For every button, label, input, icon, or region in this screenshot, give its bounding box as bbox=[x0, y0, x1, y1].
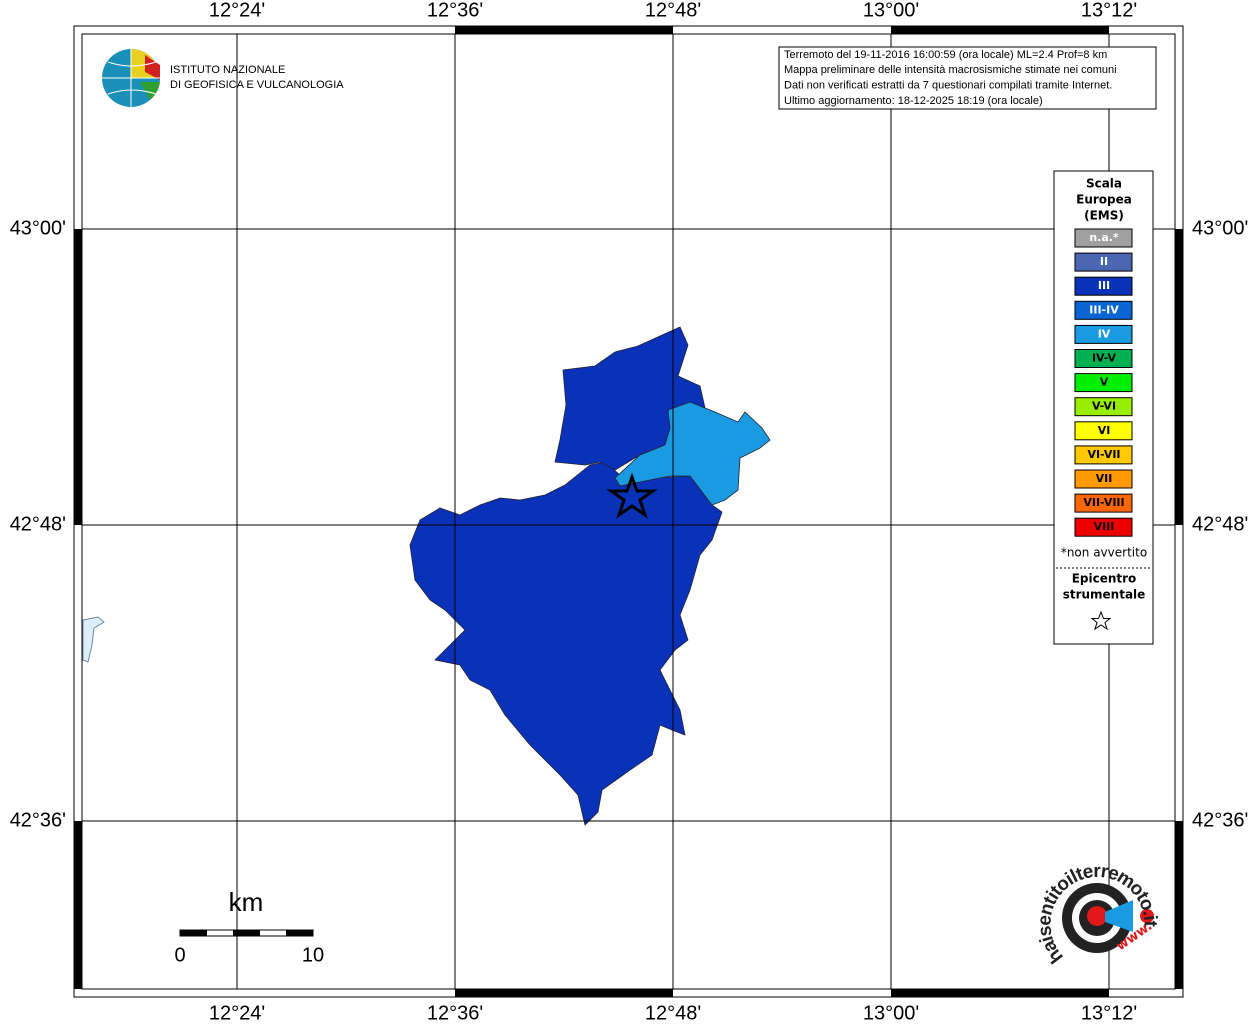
legend-title: (EMS) bbox=[1084, 209, 1124, 223]
lon-label: 12°24' bbox=[209, 0, 265, 21]
scale-segment bbox=[180, 930, 207, 936]
legend-label: IV-V bbox=[1092, 352, 1117, 365]
legend-label: III-IV bbox=[1089, 303, 1119, 316]
lon-label: 13°12' bbox=[1081, 0, 1137, 21]
lat-label: 42°36' bbox=[10, 809, 66, 831]
legend-label: VIII bbox=[1094, 520, 1115, 533]
legend-label: VI bbox=[1098, 424, 1111, 437]
lat-label: 43°00' bbox=[10, 217, 66, 239]
frame-band bbox=[891, 26, 1109, 34]
lon-label: 12°48' bbox=[645, 1002, 701, 1024]
badge-mark bbox=[1140, 909, 1154, 923]
badge-dot bbox=[1087, 906, 1107, 926]
legend-label: II bbox=[1100, 255, 1108, 268]
legend-swatch bbox=[1074, 493, 1133, 513]
frame-band bbox=[1175, 229, 1183, 525]
legend-label: V bbox=[1100, 376, 1109, 389]
legend-epicenter: Epicentro bbox=[1072, 572, 1137, 586]
frame-band bbox=[74, 229, 82, 525]
lat-label: 42°36' bbox=[1192, 809, 1248, 831]
legend-swatch bbox=[1074, 349, 1133, 368]
legend-epicenter: strumentale bbox=[1063, 588, 1146, 602]
legend-swatch bbox=[1074, 517, 1133, 537]
info-line: Dati non verificati estratti da 7 questi… bbox=[784, 80, 1112, 92]
legend-label: V-VI bbox=[1092, 400, 1116, 413]
legend-swatch bbox=[1074, 324, 1133, 344]
logo-lines bbox=[102, 49, 160, 107]
scale-bar: km 0 10 bbox=[174, 887, 324, 966]
legend-swatch bbox=[1074, 252, 1133, 272]
frame-band bbox=[455, 989, 673, 997]
lon-label: 12°36' bbox=[427, 1002, 483, 1024]
region-iii bbox=[409, 461, 723, 826]
logo-segment bbox=[145, 55, 160, 80]
legend-swatch bbox=[1074, 228, 1133, 248]
region-iii bbox=[554, 326, 706, 471]
legend-swatch bbox=[1074, 373, 1133, 393]
legend-label: VII bbox=[1096, 472, 1113, 485]
region-iv bbox=[614, 401, 771, 506]
legend-swatch bbox=[1074, 300, 1133, 320]
info-box bbox=[778, 46, 1157, 110]
scale-unit: km bbox=[229, 887, 264, 917]
scale-segment bbox=[233, 930, 260, 936]
frame-bands bbox=[74, 26, 1183, 997]
logo-segment bbox=[140, 82, 160, 100]
lat-label: 43°00' bbox=[1192, 217, 1248, 239]
legend: ScalaEuropea(EMS)n.a.*IIIIIIII-IVIVIV-VV… bbox=[1061, 177, 1147, 602]
scale-segment bbox=[286, 930, 313, 936]
frame-band bbox=[455, 26, 673, 34]
legend-swatch bbox=[1074, 421, 1133, 441]
info-line: Ultimo aggiornamento: 18-12-2025 18:19 (… bbox=[784, 95, 1043, 107]
logo-text: DI GEOFISICA E VULCANOLOGIA bbox=[170, 79, 344, 91]
lon-label: 13°12' bbox=[1081, 1002, 1137, 1024]
lon-label: 12°24' bbox=[209, 1002, 265, 1024]
legend-title: Scala bbox=[1086, 177, 1122, 191]
region-na bbox=[82, 616, 105, 663]
scale-start: 0 bbox=[174, 944, 185, 966]
frame-band bbox=[1175, 821, 1183, 989]
legend-swatch bbox=[1074, 445, 1133, 465]
legend-label: VI-VII bbox=[1087, 448, 1120, 461]
legend-star bbox=[1090, 610, 1112, 631]
frame-band bbox=[891, 989, 1109, 997]
badge-speaker bbox=[1105, 900, 1133, 932]
lon-label: 12°36' bbox=[427, 0, 483, 21]
legend-swatch bbox=[1074, 469, 1133, 489]
lon-label: 12°48' bbox=[645, 0, 701, 21]
lat-label: 42°48' bbox=[10, 513, 66, 535]
legend-swatch bbox=[1074, 276, 1133, 296]
logo-text: ISTITUTO NAZIONALE bbox=[170, 64, 285, 76]
epicenter-star bbox=[606, 472, 658, 519]
legend-title: Europea bbox=[1076, 193, 1132, 207]
info-line: Terremoto del 19-11-2016 16:00:59 (ora l… bbox=[784, 49, 1107, 61]
frame-band bbox=[74, 821, 82, 989]
legend-label: n.a.* bbox=[1089, 231, 1119, 244]
legend-note: *non avvertito bbox=[1061, 546, 1147, 560]
lon-label: 13°00' bbox=[863, 0, 919, 21]
legend-label: IV bbox=[1098, 327, 1111, 340]
legend-swatch bbox=[1074, 397, 1133, 417]
legend-label: III bbox=[1098, 279, 1110, 292]
ingv-logo: ISTITUTO NAZIONALE DI GEOFISICA E VULCAN… bbox=[102, 49, 344, 107]
info-line: Mappa preliminare delle intensità macros… bbox=[784, 64, 1117, 76]
lat-label: 42°48' bbox=[1192, 513, 1248, 535]
legend-label: VII-VIII bbox=[1083, 496, 1124, 509]
scale-end: 10 bbox=[302, 944, 324, 966]
info-lines: Terremoto del 19-11-2016 16:00:59 (ora l… bbox=[784, 49, 1117, 107]
lon-label: 13°00' bbox=[863, 1002, 919, 1024]
